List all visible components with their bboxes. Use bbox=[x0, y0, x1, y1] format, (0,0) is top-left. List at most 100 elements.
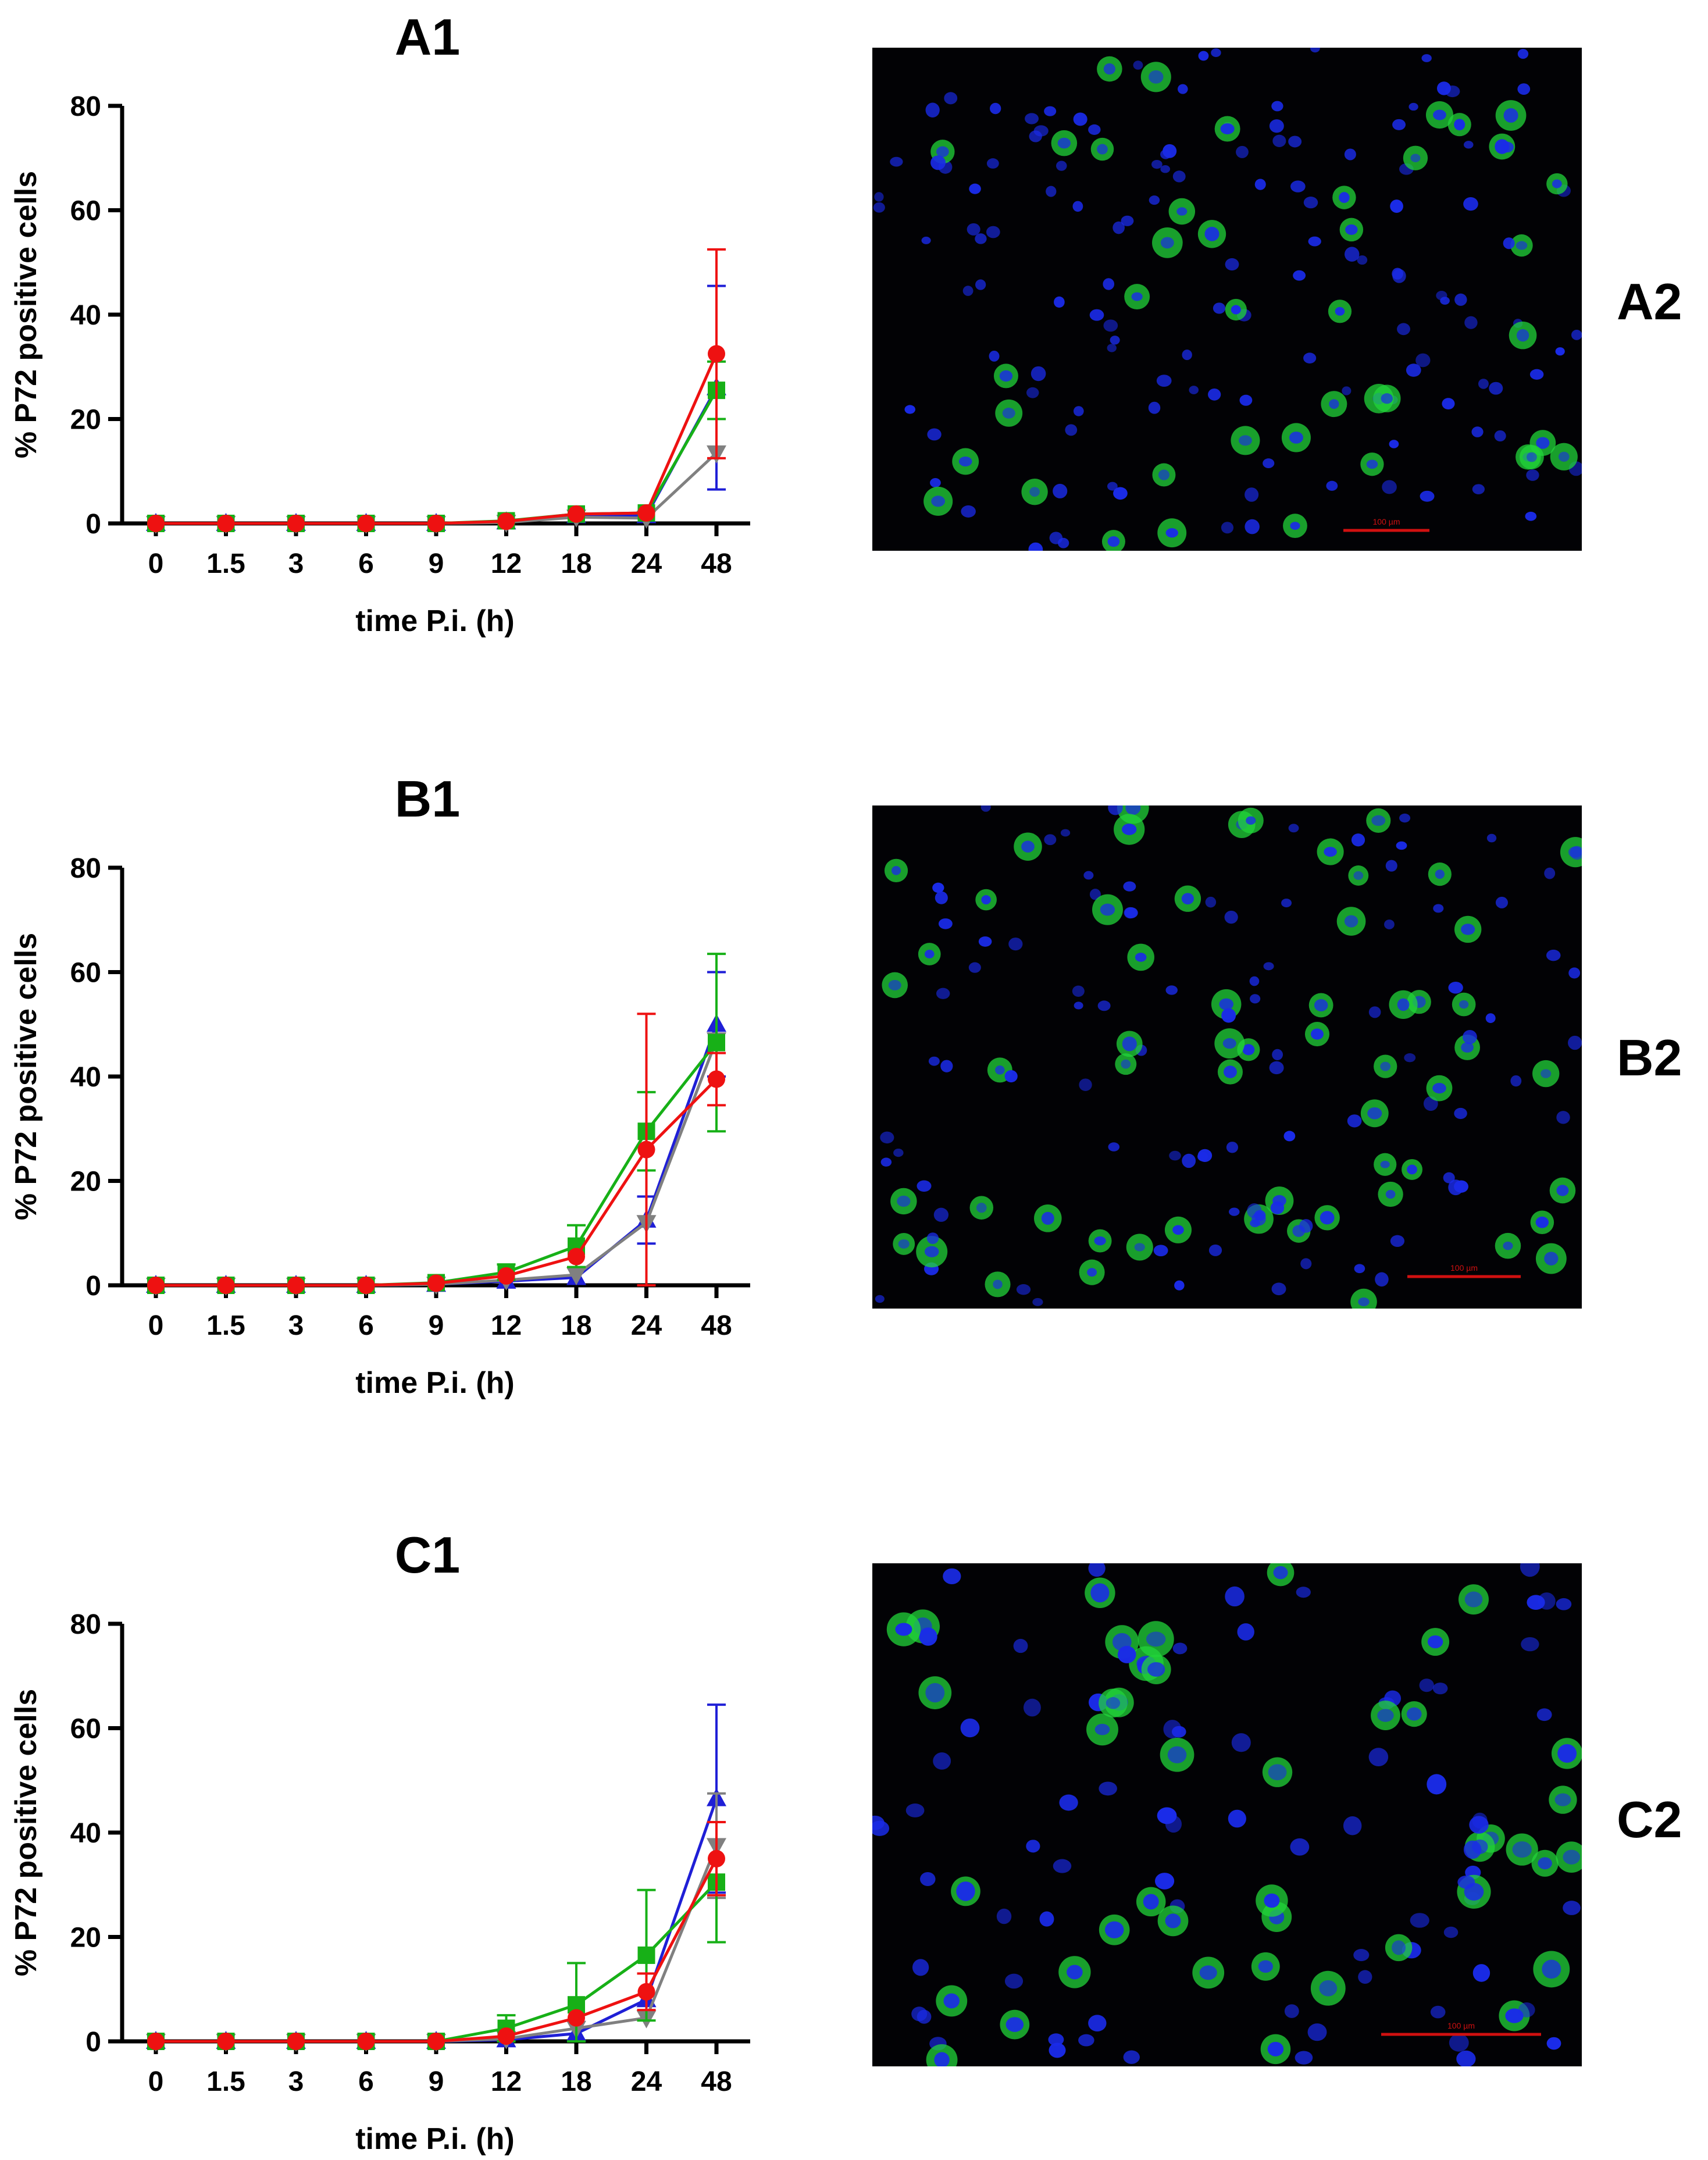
line-chart-c1: % P72 positive cells 0 20 40 60 80 0 1.5 3 6 9 12 18… bbox=[9, 1609, 750, 2156]
cell-nucleus bbox=[1351, 833, 1365, 847]
data-point bbox=[637, 1140, 655, 1159]
cell-nucleus bbox=[1048, 2033, 1064, 2046]
cell-nucleus bbox=[1094, 1236, 1106, 1246]
cell-nucleus bbox=[1410, 154, 1421, 162]
cell-nucleus bbox=[1263, 962, 1274, 971]
cell-nucleus bbox=[1073, 112, 1087, 126]
cell-nucleus bbox=[888, 979, 901, 990]
cell-nucleus bbox=[1471, 426, 1484, 437]
micrograph-b2: 100 µm bbox=[872, 805, 1582, 1309]
cell-nucleus bbox=[1568, 1035, 1582, 1050]
cell-nucleus bbox=[1272, 1049, 1283, 1060]
cell-nucleus bbox=[1406, 363, 1421, 377]
micrograph-c2: 100 µm bbox=[872, 1563, 1582, 2066]
image-label-a2: A2 bbox=[1617, 273, 1682, 330]
cell-nucleus bbox=[1557, 1744, 1577, 1763]
cell-nucleus bbox=[1088, 124, 1101, 135]
cell-nucleus bbox=[1555, 347, 1565, 356]
cell-nucleus bbox=[1004, 1973, 1024, 1989]
cell-nucleus bbox=[1263, 458, 1275, 468]
y-axis-label: % P72 positive cells bbox=[9, 1689, 43, 1976]
cell-nucleus bbox=[1345, 247, 1360, 262]
cell-nucleus bbox=[1375, 1272, 1389, 1287]
cell-nucleus bbox=[1025, 113, 1039, 124]
cell-nucleus bbox=[935, 891, 948, 904]
cell-nucleus bbox=[1552, 179, 1562, 188]
micrograph-a2: 100 µm bbox=[872, 48, 1582, 551]
cell-nucleus bbox=[931, 496, 946, 507]
series-line bbox=[156, 1858, 718, 2043]
x-tick-label: 3 bbox=[288, 2066, 304, 2097]
cell-nucleus bbox=[990, 102, 1001, 115]
cell-nucleus bbox=[1520, 1563, 1540, 1577]
cell-nucleus bbox=[1381, 393, 1393, 404]
cell-nucleus bbox=[1237, 1623, 1254, 1641]
cell-nucleus bbox=[1181, 893, 1194, 905]
cell-nucleus bbox=[969, 183, 981, 194]
cell-nucleus bbox=[1427, 1774, 1447, 1795]
cell-nucleus bbox=[1290, 180, 1306, 193]
cell-nucleus bbox=[1357, 255, 1368, 265]
cell-nucleus bbox=[1536, 1708, 1552, 1721]
cell-nucleus bbox=[1182, 350, 1192, 361]
x-tick-label: 1.5 bbox=[206, 548, 245, 579]
cell-nucleus bbox=[1461, 924, 1475, 935]
y-tick-label: 40 bbox=[70, 1818, 101, 1849]
cell-nucleus bbox=[1165, 528, 1178, 538]
cell-nucleus bbox=[1107, 344, 1117, 352]
cell-nucleus bbox=[1288, 136, 1302, 148]
x-tick-label: 0 bbox=[148, 2066, 164, 2097]
cell-nucleus bbox=[1478, 379, 1489, 389]
series-line bbox=[156, 1845, 718, 2043]
cell-nucleus bbox=[1224, 910, 1238, 924]
cell-nucleus bbox=[1219, 998, 1233, 1010]
cell-nucleus bbox=[1563, 1901, 1581, 1915]
cell-nucleus bbox=[1353, 1949, 1370, 1962]
cell-nucleus bbox=[1420, 490, 1435, 502]
data-point bbox=[357, 1277, 375, 1294]
cell-nucleus bbox=[1558, 451, 1570, 462]
cell-nucleus bbox=[1459, 1000, 1469, 1009]
cell-nucleus bbox=[1060, 829, 1071, 837]
cell-nucleus bbox=[1397, 323, 1410, 336]
cell-nucleus bbox=[1432, 1082, 1446, 1094]
cell-nucleus bbox=[928, 1056, 940, 1066]
cell-nucleus bbox=[1284, 2004, 1299, 2018]
cell-nucleus bbox=[1472, 1964, 1491, 1982]
cell-nucleus bbox=[1174, 1280, 1185, 1291]
cell-nucleus bbox=[956, 1881, 975, 1901]
cell-nucleus bbox=[1448, 1179, 1464, 1196]
y-tick-label: 0 bbox=[85, 509, 101, 540]
y-tick-label: 40 bbox=[70, 1062, 101, 1093]
cell-nucleus bbox=[1178, 84, 1188, 94]
cell-nucleus bbox=[938, 918, 953, 929]
cell-nucleus bbox=[1290, 522, 1300, 530]
cell-nucleus bbox=[1147, 1662, 1165, 1677]
cell-nucleus bbox=[940, 1060, 953, 1072]
cell-nucleus bbox=[1005, 2017, 1024, 2032]
cell-nucleus bbox=[1563, 1849, 1581, 1865]
cell-nucleus bbox=[1570, 846, 1582, 860]
series-square bbox=[147, 360, 726, 532]
cell-nucleus bbox=[1390, 1235, 1405, 1247]
x-tick-label: 12 bbox=[491, 1310, 522, 1341]
line-chart-a1: % P72 positive cells 0 20 40 60 80 0 1.5 3 6 9 12 18… bbox=[9, 91, 750, 638]
data-point bbox=[287, 515, 305, 532]
cell-nucleus bbox=[1157, 1807, 1177, 1824]
data-point bbox=[568, 1247, 585, 1266]
cell-nucleus bbox=[1367, 1107, 1382, 1120]
cell-nucleus bbox=[1254, 179, 1266, 190]
cell-nucleus bbox=[1026, 387, 1039, 398]
cell-nucleus bbox=[1041, 1211, 1054, 1225]
cell-nucleus bbox=[1213, 302, 1226, 314]
data-point bbox=[427, 2033, 445, 2050]
cell-nucleus bbox=[1059, 1794, 1078, 1811]
data-point bbox=[568, 505, 585, 523]
cell-nucleus bbox=[1176, 207, 1188, 216]
y-tick-label: 0 bbox=[85, 1271, 101, 1302]
cell-nucleus bbox=[1435, 869, 1445, 879]
cell-nucleus bbox=[1228, 1809, 1246, 1828]
cell-nucleus bbox=[1189, 386, 1199, 394]
data-point bbox=[637, 1946, 655, 1964]
cell-nucleus bbox=[930, 155, 946, 170]
